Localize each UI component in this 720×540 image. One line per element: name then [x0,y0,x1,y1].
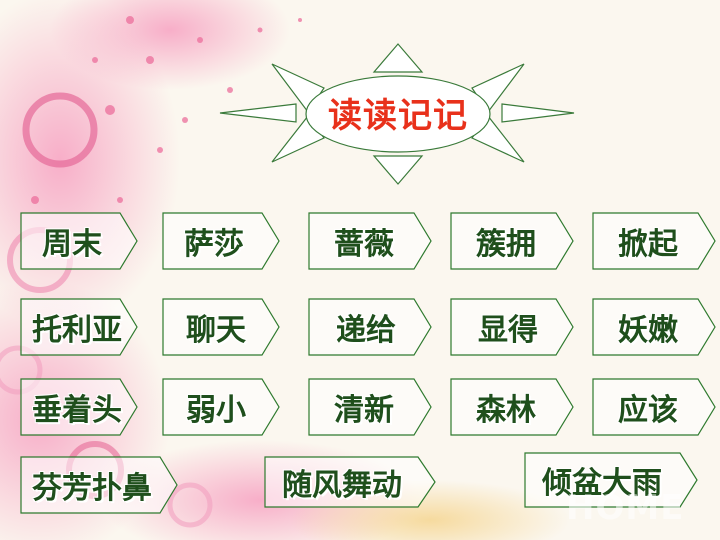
page-title: 读读记记 [328,95,468,136]
word-card: 清新 [308,378,432,436]
word-text: 弱小 [186,393,246,428]
word-card: 托利亚 [20,298,138,356]
word-text: 妖嫩 [618,313,678,348]
word-text: 显得 [478,313,538,348]
word-text: 随风舞动 [282,468,402,503]
word-text: 托利亚 [32,313,122,348]
word-text: 倾盆大雨 [542,466,662,501]
word-card: 森林 [450,378,574,436]
word-card: 周末 [20,212,138,270]
word-text: 蔷薇 [334,227,394,262]
word-text: 应该 [618,393,678,428]
word-text: 聊天 [186,313,246,348]
word-card: 芬芳扑鼻 [20,456,178,514]
word-card: 聊天 [162,298,280,356]
word-text: 森林 [476,393,536,428]
word-card: 掀起 [592,212,716,270]
word-card: 递给 [308,298,432,356]
word-card: 蔷薇 [308,212,432,270]
word-text: 芬芳扑鼻 [32,471,152,506]
word-text: 掀起 [618,227,678,262]
word-text: 垂着头 [32,393,122,428]
word-text: 递给 [336,313,396,348]
word-card: 簇拥 [450,212,574,270]
word-card: 萨莎 [162,212,280,270]
word-card: 妖嫩 [592,298,716,356]
word-card: 倾盆大雨 [524,452,698,508]
sun-burst-decoration [219,43,575,185]
word-text: 萨莎 [184,227,244,262]
word-card: 随风舞动 [264,456,436,508]
word-text: 清新 [334,393,394,428]
watermark-logo: HOME [566,488,685,528]
word-card: 应该 [592,378,716,436]
word-text: 周末 [42,227,102,262]
word-card: 垂着头 [20,378,138,436]
word-card: 显得 [450,298,574,356]
word-text: 簇拥 [476,227,536,262]
word-card: 弱小 [162,378,280,436]
